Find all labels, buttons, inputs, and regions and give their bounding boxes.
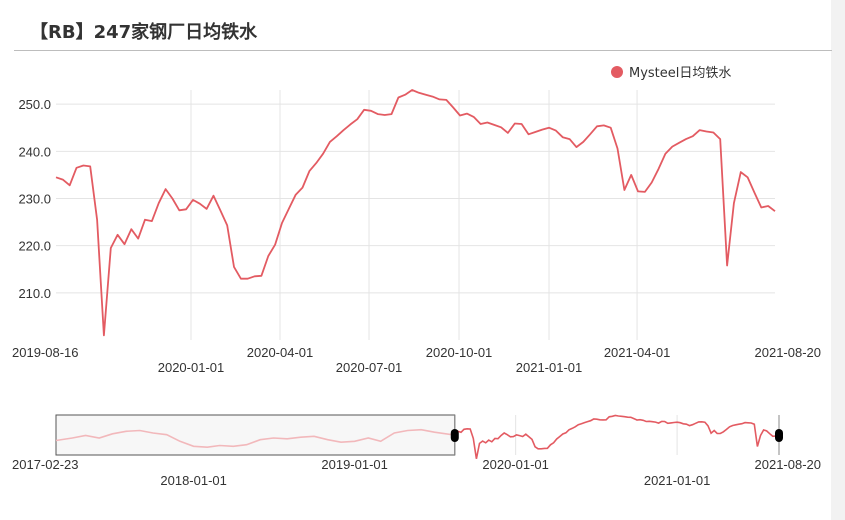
title-divider xyxy=(14,50,832,51)
navigator-tick-label: 2021-08-20 xyxy=(755,457,822,472)
x-tick-label: 2021-04-01 xyxy=(604,345,671,360)
legend[interactable]: Mysteel日均铁水 xyxy=(611,66,731,81)
y-tick-label: 240.0 xyxy=(18,144,51,159)
navigator-tick-label: 2019-01-01 xyxy=(321,457,388,472)
series-group xyxy=(55,89,776,337)
x-axis-ticks: 2019-08-16 2020-01-01 2020-04-01 2020-07-01… xyxy=(12,345,821,375)
x-tick-label: 2021-01-01 xyxy=(516,360,583,375)
navigator-tick-label: 2017-02-23 xyxy=(12,457,79,472)
y-axis-ticks: 210.0 220.0 230.0 240.0 250.0 xyxy=(18,97,51,301)
x-tick-label: 2019-08-16 xyxy=(12,345,79,360)
x-tick-label: 2020-10-01 xyxy=(426,345,493,360)
navigator-tick-label: 2018-01-01 xyxy=(160,473,227,488)
series-line xyxy=(55,89,776,337)
y-tick-label: 230.0 xyxy=(18,191,51,206)
navigator-ticks: 2017-02-23 2018-01-01 2019-01-01 2020-01-01… xyxy=(12,457,821,488)
navigator-end-handle[interactable] xyxy=(775,429,783,442)
legend-label: Mysteel日均铁水 xyxy=(629,66,731,81)
y-tick-label: 220.0 xyxy=(18,239,51,254)
grid-lines xyxy=(56,90,775,340)
x-tick-label: 2020-04-01 xyxy=(247,345,314,360)
y-tick-label: 210.0 xyxy=(18,286,51,301)
legend-marker xyxy=(611,66,623,78)
range-navigator[interactable]: 2017-02-23 2018-01-01 2019-01-01 2020-01-01… xyxy=(12,414,821,488)
chart-title: 【RB】247家钢厂日均铁水 xyxy=(30,22,258,43)
navigator-selected-line xyxy=(454,414,780,459)
navigator-tick-label: 2020-01-01 xyxy=(482,457,549,472)
y-tick-label: 250.0 xyxy=(18,97,51,112)
navigator-tick-label: 2021-01-01 xyxy=(644,473,711,488)
scroll-gutter xyxy=(831,0,845,520)
navigator-window[interactable] xyxy=(55,414,456,456)
x-tick-label: 2020-07-01 xyxy=(336,360,403,375)
x-tick-label: 2021-08-20 xyxy=(755,345,822,360)
navigator-start-handle[interactable] xyxy=(450,429,459,442)
navigator-series xyxy=(55,414,783,459)
navigator-history-line xyxy=(55,428,456,449)
x-tick-label: 2020-01-01 xyxy=(158,360,225,375)
